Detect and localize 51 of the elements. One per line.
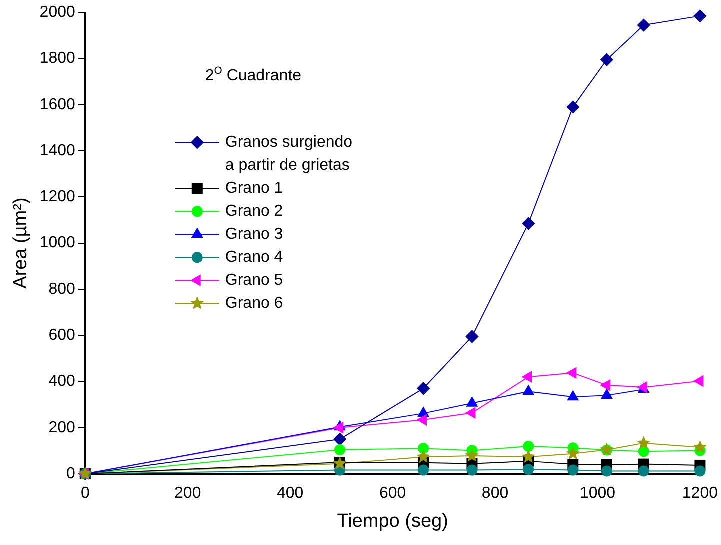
y-tick-label: 1600 [40,96,76,114]
y-axis-title: Area (µm²) [10,198,32,289]
y-tick-label: 1200 [40,188,76,206]
x-tick-label: 1200 [682,485,718,502]
point [418,443,430,454]
point [566,446,580,460]
x-axis-title: Tiempo (seg) [337,510,448,532]
legend-label: Grano 2 [225,203,284,220]
point [566,100,580,114]
y-tick-label: 1800 [40,50,76,68]
y-tick-label: 2000 [40,4,76,22]
legend-label: Grano 6 [225,295,284,312]
x-tick-label: 1000 [580,485,616,502]
x-tick-label: 200 [174,485,202,502]
point [418,464,430,476]
y-tick-label: 800 [48,280,76,298]
legend-label: Grano 5 [225,272,284,290]
y-tick-label: 200 [48,419,76,436]
x-tick-label: 0 [80,485,90,502]
point [522,450,536,463]
y-tick-label: 600 [48,326,76,344]
point [523,464,534,476]
point [601,466,612,477]
point [333,432,347,446]
y-tick-label: 0 [66,465,76,482]
y-tick-label: 400 [48,373,76,390]
point [694,466,706,477]
point [522,217,536,230]
point [693,440,708,454]
point [466,330,479,344]
legend-label: Grano 1 [225,180,284,198]
point [637,18,650,32]
y-tick-label: 1000 [40,234,76,252]
legend-label: Grano 4 [225,249,284,266]
legend-label: Granos surgiendo a partir de grietas [225,134,353,174]
point [416,450,430,463]
point [638,466,650,477]
point [466,464,478,476]
point [637,436,651,450]
legend-label: Grano 3 [225,226,284,244]
x-tick-label: 400 [276,485,304,502]
point [465,448,480,462]
point [523,441,534,452]
x-tick-label: 800 [482,485,509,502]
point [334,444,346,456]
y-tick-label: 1400 [40,142,76,160]
point [416,382,430,396]
point [568,464,579,476]
x-tick-label: 600 [379,485,406,502]
point [694,9,707,23]
point [600,53,614,66]
